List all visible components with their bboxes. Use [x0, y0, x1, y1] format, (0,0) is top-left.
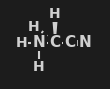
Text: N: N: [33, 35, 45, 50]
Polygon shape: [53, 20, 57, 43]
Text: H: H: [33, 60, 45, 74]
Text: H: H: [49, 7, 61, 21]
Text: H: H: [28, 20, 39, 34]
Text: N: N: [79, 35, 92, 50]
Text: H: H: [15, 36, 27, 50]
Text: C: C: [65, 35, 76, 50]
Text: C: C: [49, 35, 61, 50]
